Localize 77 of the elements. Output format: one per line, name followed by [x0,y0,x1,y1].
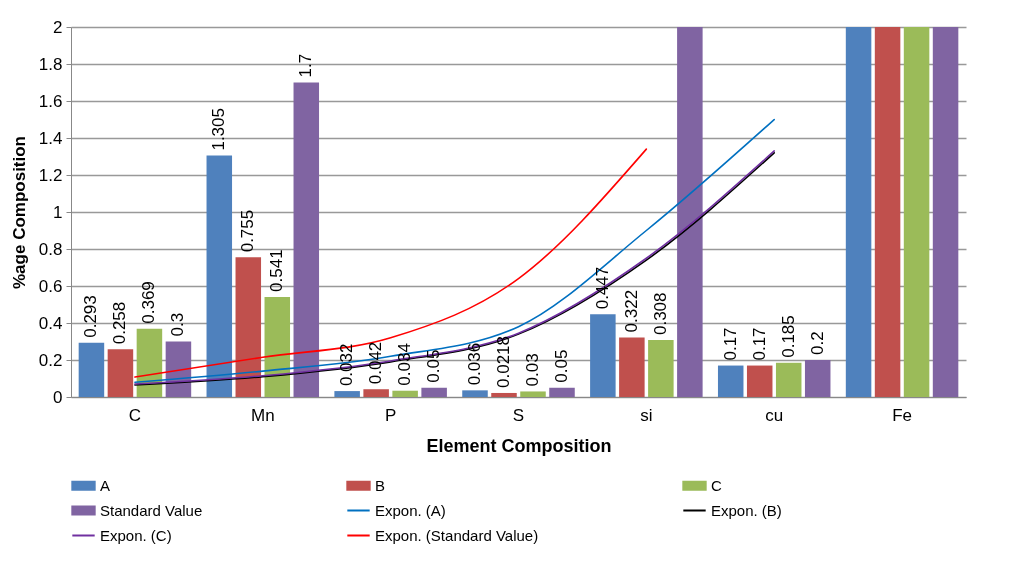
data-label: 0.0218 [494,335,513,388]
bar [421,387,447,397]
x-tick-label: Mn [250,405,275,425]
y-tick-label: 0.8 [38,239,63,259]
data-label: 0.17 [749,327,769,361]
data-label: 0.541 [267,249,287,292]
bar [804,360,831,397]
bar [206,155,233,397]
data-label: 0.308 [650,292,670,336]
y-tick-label: 0.4 [38,313,63,333]
bar [677,27,703,397]
data-label: 0.032 [337,343,357,387]
bar [845,27,872,397]
bar [746,365,773,397]
legend-label: A [100,476,111,494]
x-tick-label: cu [765,405,784,425]
y-tick-label: 1.8 [38,54,63,74]
y-tick-label: 1.6 [38,91,63,111]
x-tick-label: si [640,405,653,425]
data-label: 0.322 [621,289,641,333]
bar [648,340,674,397]
y-tick-label: 1 [53,202,63,222]
data-label: 0.034 [395,343,415,386]
data-label: 0.755 [238,209,258,253]
bar [590,314,616,397]
bar [107,349,134,397]
legend-label: Expon. (C) [100,526,172,544]
bar [491,392,517,397]
data-label: 1.7 [296,53,316,78]
bar [78,342,105,397]
data-label: 0.185 [778,315,798,358]
data-label: 0.2 [807,331,827,355]
x-tick-label: S [512,405,525,425]
bar [293,82,320,397]
bar [334,391,360,397]
bar [903,27,930,397]
legend-label: C [711,476,722,494]
data-label: 1.305 [209,108,229,151]
y-tick-label: 1.2 [38,165,63,185]
y-tick-label: 0 [53,387,63,407]
bar [932,27,959,397]
data-label: 0.042 [366,341,386,385]
data-label: 0.258 [110,301,130,345]
data-label: 0.05 [552,349,571,383]
y-tick-label: 2 [53,17,63,37]
data-label: 0.293 [81,295,101,338]
data-label: 0.03 [523,353,542,387]
bar [520,391,546,397]
x-tick-label: C [128,405,142,425]
legend-label: B [375,476,386,494]
x-tick-label: Fe [892,405,912,425]
bar [363,389,389,397]
x-tick-label: P [384,405,397,425]
y-tick-label: 0.6 [38,276,63,296]
bar [874,27,901,397]
data-label: 0.447 [592,266,612,310]
y-axis-title: %age Composition [9,135,29,290]
data-label: 0.05 [424,349,444,383]
bar [549,387,575,397]
legend-label: Expon. (Standard Value) [375,526,539,544]
legend-label: Expon. (B) [711,501,782,519]
y-tick-label: 0.2 [38,350,63,370]
bar [462,390,488,397]
bar [264,296,291,397]
legend-label: Expon. (A) [375,501,446,519]
x-axis-title: Element Composition [426,435,612,456]
legend-label: Standard Value [100,501,203,519]
y-tick-label: 1.4 [38,128,63,148]
bar [235,257,262,397]
data-label: 0.369 [139,281,159,324]
bar [392,390,418,397]
data-label: 0.036 [465,342,484,386]
data-label: 0.17 [720,327,740,361]
data-label: 0.3 [168,312,188,337]
bar [775,362,802,397]
bar [717,365,744,397]
bar [619,337,645,397]
